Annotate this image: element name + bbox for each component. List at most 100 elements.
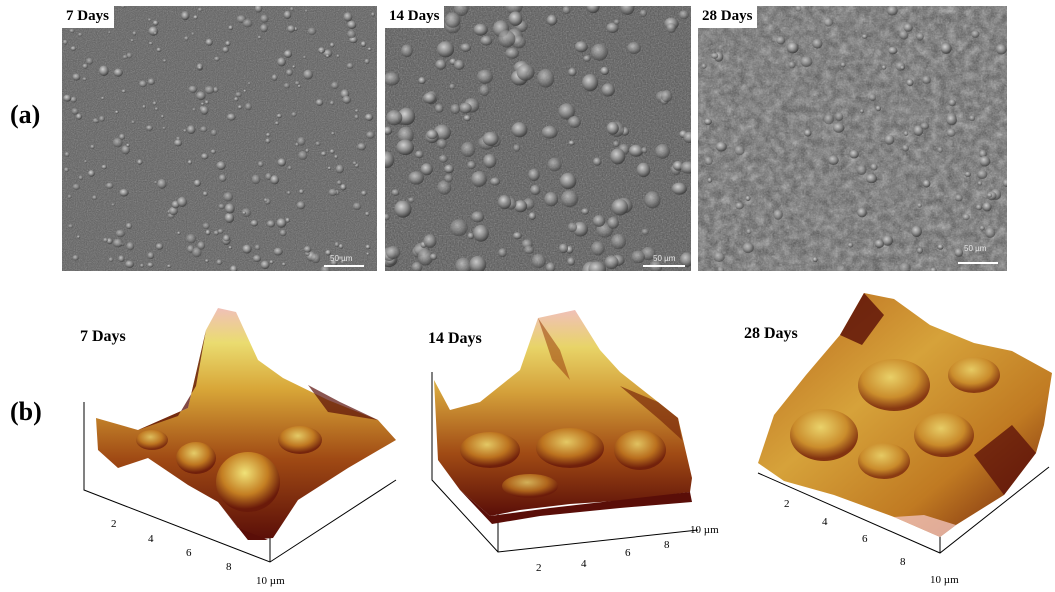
sem-particle xyxy=(979,149,987,158)
sem-particle xyxy=(152,101,157,106)
sem-particle xyxy=(828,155,839,165)
sem-particle xyxy=(168,206,178,216)
sem-particle xyxy=(812,38,823,49)
afm-tick-10: 10 µm xyxy=(256,575,285,587)
sem-particle xyxy=(218,174,227,182)
sem-particle xyxy=(260,24,268,33)
sem-particle xyxy=(397,107,416,126)
sem-particle xyxy=(228,246,232,250)
sem-particle xyxy=(513,200,528,213)
afm-tick-8: 8 xyxy=(900,556,906,568)
sem-particle xyxy=(745,195,751,201)
scale-bar-7-days xyxy=(324,265,364,267)
sem-particle xyxy=(701,63,707,69)
sem-particle xyxy=(408,171,424,185)
sem-particle xyxy=(76,113,82,120)
sem-particle xyxy=(72,255,79,261)
sem-particle xyxy=(574,41,588,53)
sem-particle xyxy=(977,181,983,186)
sem-particle xyxy=(607,216,619,229)
sem-particle xyxy=(982,202,992,212)
sem-particle xyxy=(620,6,635,15)
sem-particle xyxy=(297,136,306,146)
sem-particle xyxy=(126,242,135,251)
sem-particle xyxy=(422,92,436,104)
sem-particle xyxy=(627,42,641,54)
sem-particle xyxy=(242,244,252,254)
sem-particle xyxy=(423,234,437,248)
sem-particle xyxy=(899,262,911,271)
sem-particle xyxy=(610,148,626,165)
sem-particle xyxy=(917,203,922,208)
sem-particle xyxy=(245,103,252,111)
sem-particle xyxy=(320,151,327,157)
sem-particle xyxy=(588,261,606,271)
sem-particle xyxy=(680,161,691,174)
scale-label-14-days: 50 µm xyxy=(653,254,676,263)
sem-particle xyxy=(875,105,882,112)
sem-particle xyxy=(183,129,187,133)
sem-particle xyxy=(516,64,535,81)
sem-particle xyxy=(243,89,247,93)
sem-particle xyxy=(586,6,600,14)
sem-particle xyxy=(560,190,579,208)
sem-particle xyxy=(283,50,293,58)
sem-particle xyxy=(884,134,895,145)
sem-particle xyxy=(162,59,167,63)
sem-particle xyxy=(186,233,196,244)
sem-particle xyxy=(937,244,944,250)
sem-particle xyxy=(121,145,130,155)
sem-particle xyxy=(444,12,461,28)
sem-particle xyxy=(497,195,512,210)
sem-particle xyxy=(401,44,413,58)
sem-particle xyxy=(847,242,854,248)
afm-tick-10: 10 µm xyxy=(690,524,719,536)
sem-particle xyxy=(742,242,754,254)
sem-particle xyxy=(71,108,79,115)
sem-particle xyxy=(365,211,370,217)
sem-particle xyxy=(287,165,292,171)
sem-particle xyxy=(795,6,802,12)
afm-image-7-days: 2 4 6 8 10 µm xyxy=(83,308,397,587)
sem-particle xyxy=(192,108,196,112)
sem-particle xyxy=(562,6,571,15)
sem-particle xyxy=(600,66,609,76)
sem-particle xyxy=(583,55,591,62)
afm-label-14-days: 14 Days xyxy=(428,330,482,347)
sem-particle xyxy=(63,94,72,102)
sem-particle xyxy=(224,212,235,223)
sem-particle xyxy=(187,160,193,165)
sem-particle xyxy=(257,35,262,39)
sem-particle xyxy=(72,183,80,190)
sem-particle xyxy=(112,137,123,148)
sem-particle xyxy=(438,154,448,163)
sem-particle xyxy=(704,156,713,166)
sem-particle xyxy=(786,42,799,54)
sem-particle xyxy=(455,257,472,271)
sem-particle xyxy=(460,43,472,52)
sem-particle xyxy=(276,113,282,119)
sem-particle xyxy=(126,52,133,59)
sem-particle xyxy=(235,92,242,98)
sem-particle xyxy=(325,54,330,58)
sem-particle xyxy=(281,262,286,267)
sem-particle xyxy=(661,90,673,103)
sem-particle xyxy=(315,99,324,106)
sem-particle xyxy=(715,141,727,152)
sem-particle xyxy=(305,148,310,153)
sem-particle xyxy=(335,164,344,174)
sem-particle xyxy=(218,203,225,209)
sem-particle xyxy=(434,104,444,113)
sem-particle xyxy=(870,163,878,171)
sem-label-7-days: 7 Days xyxy=(62,6,114,28)
sem-particle xyxy=(250,220,259,227)
sem-particle xyxy=(530,184,541,196)
sem-particle xyxy=(628,144,644,157)
sem-particle xyxy=(197,241,206,250)
sem-particle xyxy=(252,255,262,262)
sem-particle xyxy=(962,214,970,221)
sem-particle xyxy=(996,44,1007,55)
afm-tick-4: 4 xyxy=(822,516,828,528)
sem-particle xyxy=(467,161,476,170)
sem-particle xyxy=(567,222,577,232)
